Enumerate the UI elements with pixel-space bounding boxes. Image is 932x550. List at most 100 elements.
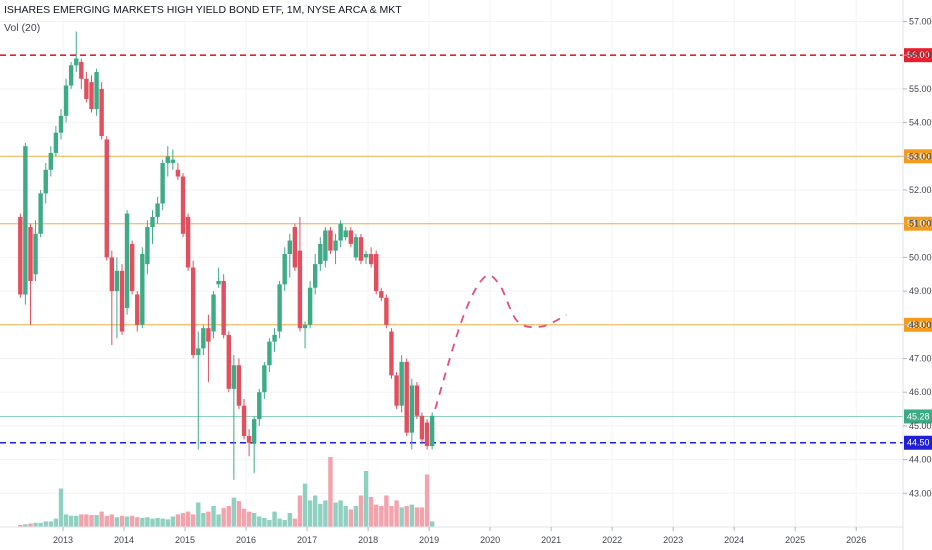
price-level-label: 53.00 [907, 151, 930, 161]
candle-body [211, 294, 216, 332]
candle-body [145, 227, 150, 265]
candle-body [185, 216, 191, 268]
candle-body [419, 415, 425, 440]
candle-body [277, 284, 282, 332]
y-tick-label: 47.00 [909, 353, 932, 363]
price-level-label: 48.00 [907, 320, 930, 330]
candle-body [373, 254, 379, 292]
price-level-badge [904, 216, 932, 231]
y-tick-label: 52.00 [909, 185, 932, 195]
candle-body [257, 392, 262, 420]
candle-body [119, 270, 125, 332]
volume-bar [353, 506, 359, 527]
candle-body [180, 176, 186, 234]
candle-body [84, 78, 89, 99]
candle-body [409, 385, 415, 433]
y-tick-label: 55.00 [909, 84, 932, 94]
volume-bar [140, 517, 145, 527]
volume-bar [404, 506, 409, 527]
candle-body [109, 257, 115, 292]
candle-body [68, 65, 74, 86]
price-level-label: 56.00 [907, 50, 930, 60]
volume-bar [292, 518, 298, 527]
volume-bar [68, 515, 74, 527]
candle-body [318, 243, 323, 265]
y-tick-label: 56.00 [909, 50, 932, 60]
volume-bar [104, 515, 109, 527]
y-tick-label: 43.00 [909, 488, 932, 498]
candle-body [379, 291, 384, 298]
volume-bar [185, 511, 191, 527]
candle-body [384, 297, 389, 325]
volume-bar [135, 517, 140, 527]
price-level-badge [904, 48, 932, 63]
y-tick-label: 50.00 [909, 252, 932, 262]
candle-body [414, 385, 420, 416]
candle-body [53, 132, 59, 153]
candle-body [287, 240, 293, 255]
volume-bar [48, 521, 54, 527]
volume-bar [58, 488, 64, 527]
candle-body [160, 163, 165, 204]
candle-body [246, 436, 252, 443]
candle-body [63, 85, 69, 116]
y-tick-label: 48.00 [909, 320, 932, 330]
price-level-badge [904, 149, 932, 164]
volume-bar [216, 514, 221, 527]
volume-bar [109, 514, 115, 527]
candle-body [43, 169, 48, 194]
y-tick-label: 45.00 [909, 421, 932, 431]
volume-bar [99, 511, 104, 527]
candle-body [196, 348, 201, 356]
candle-body [221, 280, 226, 335]
candle-body [79, 61, 84, 79]
candle-body [358, 237, 364, 261]
y-tick-label: 57.00 [909, 16, 932, 26]
volume-indicator-label: Vol (20) [4, 22, 41, 34]
candle-body [368, 254, 374, 265]
volume-bar [358, 495, 364, 527]
candle-body [297, 250, 303, 329]
candle-body [170, 159, 176, 164]
y-tick-label: 54.00 [909, 118, 932, 128]
candle-body [129, 243, 135, 292]
volume-bar [272, 511, 277, 527]
candle-body [251, 419, 257, 443]
candle-body [18, 216, 23, 295]
volume-bar [23, 524, 28, 527]
candle-body [262, 365, 267, 393]
volume-bar [18, 524, 23, 527]
candle-body [38, 193, 43, 234]
x-tick-label: 2023 [663, 535, 683, 545]
projection-path [434, 274, 567, 410]
candle-body [48, 152, 54, 170]
chart-title: ISHARES EMERGING MARKETS HIGH YIELD BOND… [4, 4, 402, 16]
price-level-badge [904, 317, 932, 332]
candle-body [206, 328, 211, 342]
y-tick-label: 49.00 [909, 286, 932, 296]
volume-bar [389, 506, 394, 527]
volume-bar [318, 503, 323, 527]
candle-body [226, 334, 231, 389]
candle-body [23, 146, 28, 295]
x-tick-label: 2022 [602, 535, 622, 545]
volume-bar [190, 514, 196, 527]
volume-bar [307, 500, 313, 527]
volume-bar [333, 502, 338, 527]
volume-bar [124, 516, 130, 527]
volume-bar [196, 502, 201, 527]
candle-body [216, 280, 221, 285]
candle-body [348, 230, 354, 244]
candle-body [267, 341, 272, 366]
volume-bar [399, 507, 404, 527]
candle-body [307, 287, 313, 325]
candle-body [58, 115, 64, 133]
candles [18, 31, 435, 480]
volume-bar [373, 504, 379, 527]
volume-bar [241, 508, 247, 527]
volume-bar [33, 522, 38, 527]
volume-bar [63, 514, 69, 527]
volume-bar [338, 500, 343, 527]
